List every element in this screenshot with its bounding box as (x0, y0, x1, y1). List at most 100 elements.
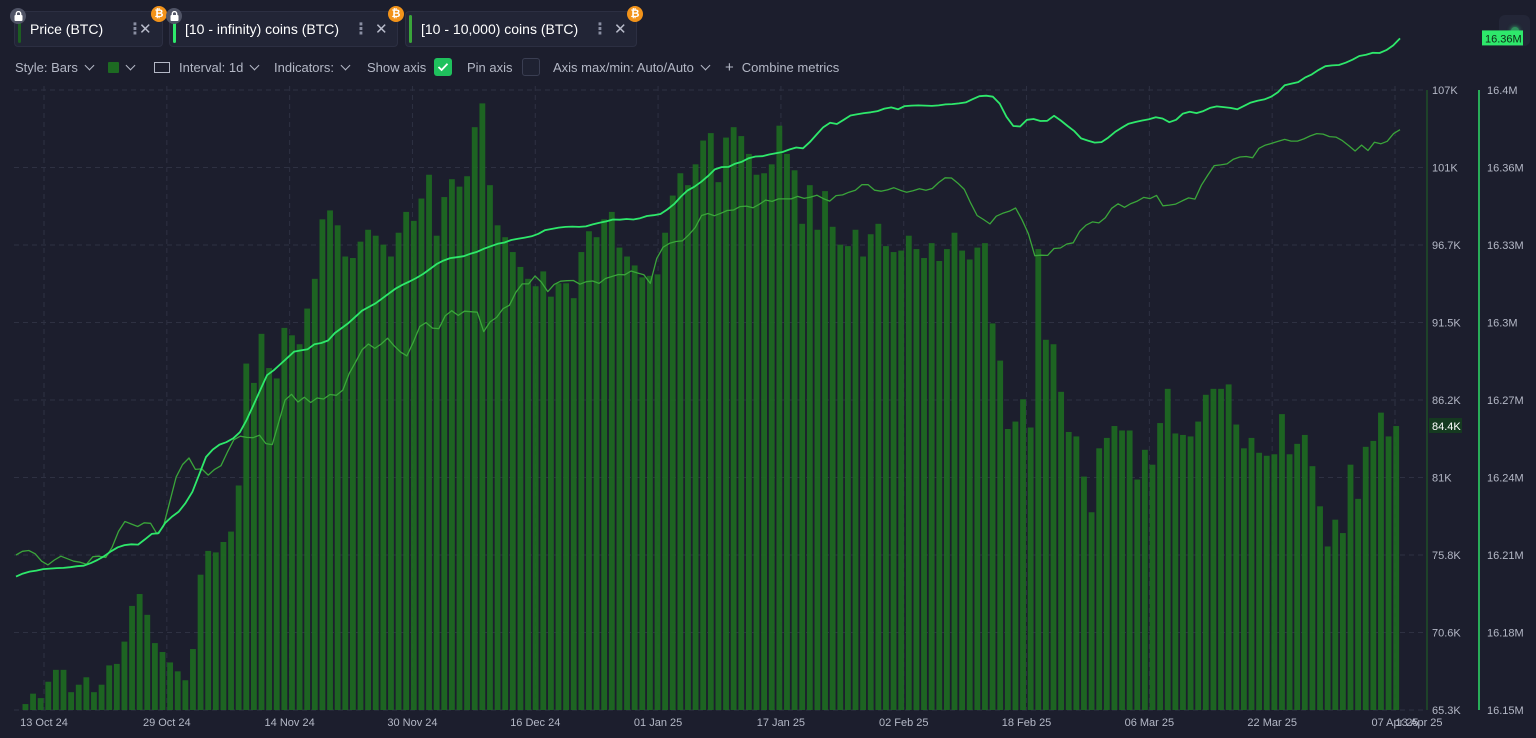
price-bar (1301, 434, 1308, 710)
x-tick-label: 13 Apr 25 (1395, 717, 1442, 729)
price-bar (296, 344, 303, 710)
indicators-dropdown[interactable]: Indicators: (274, 57, 351, 77)
show-axis-checkbox[interactable] (434, 58, 453, 76)
price-bar (875, 223, 882, 710)
close-icon[interactable]: ✕ (375, 21, 388, 38)
line-10-infinity-coins (15, 37, 1401, 578)
lock-icon (10, 8, 26, 24)
kebab-menu-icon[interactable]: ⋮ (353, 21, 369, 38)
style-dropdown[interactable]: Style: Bars (15, 57, 95, 77)
price-bar (784, 153, 790, 710)
price-bar (768, 164, 775, 711)
price-bar (235, 485, 242, 710)
price-bar (448, 179, 455, 710)
pin-axis-checkbox[interactable] (521, 58, 540, 76)
price-bar (75, 684, 82, 710)
price-bar (289, 335, 295, 710)
style-label: Style: Bars (15, 59, 78, 75)
price-bar (365, 229, 372, 710)
price-bar (890, 252, 897, 710)
kebab-menu-icon[interactable]: ⋮ (127, 21, 143, 38)
price-bar (608, 211, 615, 711)
price-bar (174, 671, 181, 710)
price-bar (989, 323, 996, 710)
price-bar (959, 250, 966, 710)
price-bar (342, 256, 349, 710)
price-bar (113, 663, 120, 710)
price-bar (905, 235, 912, 710)
price-bar (1073, 436, 1080, 710)
price-bar (517, 266, 524, 710)
price-bar (1096, 448, 1103, 710)
price-bar (205, 550, 212, 710)
price-bar (1088, 512, 1095, 710)
color-picker[interactable] (108, 57, 136, 77)
price-bar (547, 296, 554, 710)
price-bar (388, 256, 394, 710)
price-bar (487, 185, 493, 710)
interval-dropdown[interactable]: Interval: 1d (154, 57, 260, 77)
axis-maxmin-dropdown[interactable]: Axis max/min: Auto/Auto (553, 57, 711, 77)
price-bar (814, 229, 821, 710)
price-bar (540, 271, 547, 710)
holdings-lines (15, 37, 1401, 578)
x-tick-label: 16 Dec 24 (510, 717, 560, 729)
price-bar (37, 698, 44, 710)
price-bar (1263, 455, 1270, 710)
price-bar (311, 278, 318, 710)
tab-10-10000-coins[interactable]: [10 - 10,000) coins (BTC) ⋮ ✕ (405, 11, 637, 47)
price-bar (334, 225, 341, 711)
price-bar (357, 241, 364, 710)
close-icon[interactable]: ✕ (614, 21, 627, 38)
ruler-icon (154, 61, 170, 73)
price-bar (494, 225, 501, 711)
price-bar (1362, 446, 1369, 710)
price-bar (1370, 440, 1377, 710)
combine-metrics-button[interactable]: + Combine metrics (725, 57, 839, 77)
price-bar (631, 265, 638, 710)
holdings-tick-label: 16.18M (1487, 628, 1524, 640)
price-bar (106, 665, 113, 710)
price-bar (1103, 437, 1110, 710)
bitcoin-icon: ₿ (388, 6, 404, 22)
tab-10-infinity-coins[interactable]: [10 - infinity) coins (BTC) ⋮ ✕ (169, 11, 398, 47)
price-bar (1355, 498, 1362, 710)
price-bar (304, 308, 311, 710)
price-bar (1042, 339, 1049, 710)
show-axis-toggle[interactable]: Show axis (367, 57, 453, 77)
price-bar (662, 232, 669, 711)
price-bar (860, 256, 867, 710)
series-color-bar (409, 15, 412, 43)
price-bar (1012, 421, 1019, 710)
price-bar (319, 219, 326, 710)
price-bar (685, 185, 691, 710)
checkmark-icon (438, 63, 449, 72)
price-bar (966, 259, 973, 710)
price-bar (1172, 433, 1179, 710)
x-tick-label: 18 Feb 25 (1002, 717, 1052, 729)
price-bar (433, 235, 440, 710)
price-bar (730, 127, 737, 711)
price-tick-label: 86.2K (1432, 395, 1461, 407)
price-bar (121, 641, 128, 710)
price-bar (669, 195, 676, 710)
tab-price-btc[interactable]: Price (BTC) ⋮ ✕ (14, 11, 163, 47)
price-bar (578, 252, 585, 710)
close-icon[interactable]: ✕ (139, 21, 152, 38)
price-bar (738, 136, 745, 711)
price-last-value-label: 84.4K (1432, 421, 1461, 433)
price-bar (707, 133, 714, 710)
price-bar (654, 274, 661, 710)
price-bar (883, 246, 889, 710)
price-bar (151, 643, 158, 710)
price-bar (91, 692, 97, 710)
price-tick-label: 65.3K (1432, 705, 1461, 717)
price-bar (1240, 448, 1247, 710)
price-bar (136, 594, 143, 710)
price-last-value-badge (1429, 418, 1462, 434)
kebab-menu-icon[interactable]: ⋮ (592, 21, 608, 38)
x-tick-label: 17 Jan 25 (757, 717, 805, 729)
price-bar (509, 252, 516, 710)
pin-axis-toggle[interactable]: Pin axis (467, 57, 540, 77)
